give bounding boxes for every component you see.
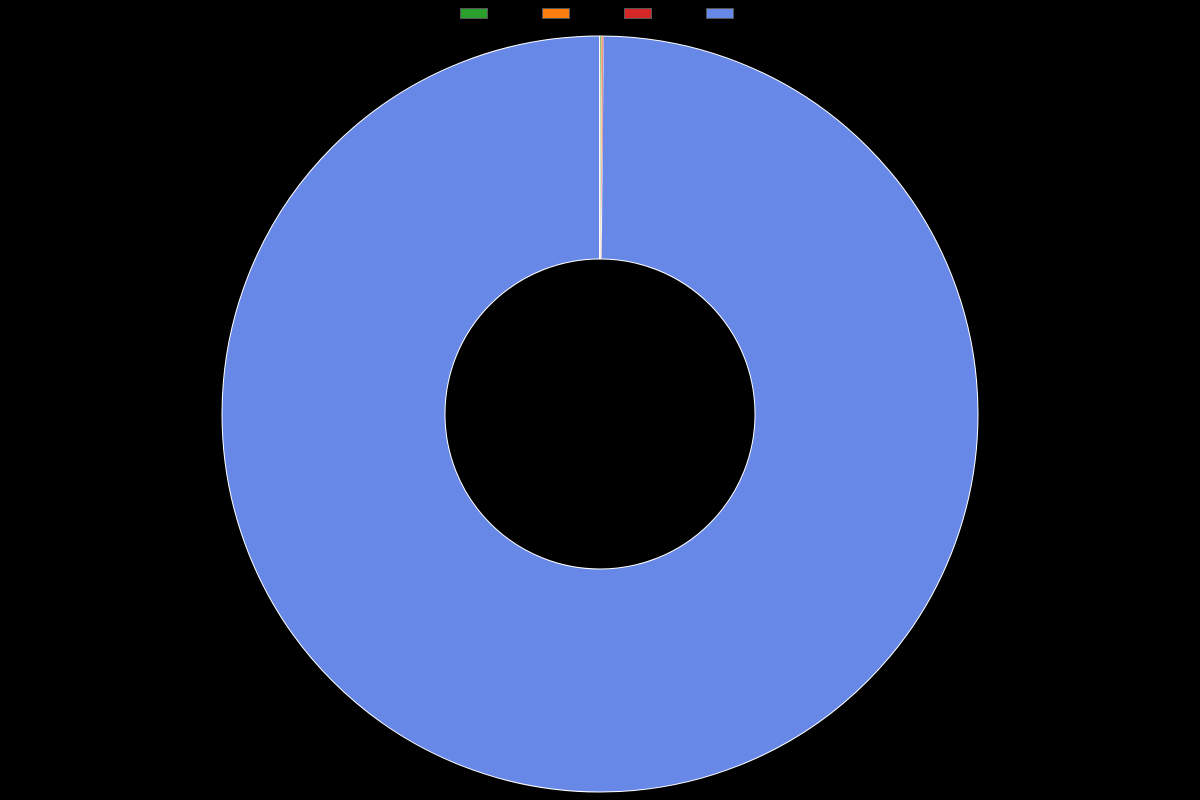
legend-swatch-0	[460, 8, 488, 19]
legend-swatch-2	[624, 8, 652, 19]
donut-chart	[0, 28, 1200, 800]
legend-item-2	[624, 8, 658, 19]
donut-svg	[0, 28, 1200, 800]
legend-item-1	[542, 8, 576, 19]
legend-swatch-3	[706, 8, 734, 19]
legend-item-0	[460, 8, 494, 19]
legend-swatch-1	[542, 8, 570, 19]
chart-legend	[460, 8, 740, 19]
legend-item-3	[706, 8, 740, 19]
